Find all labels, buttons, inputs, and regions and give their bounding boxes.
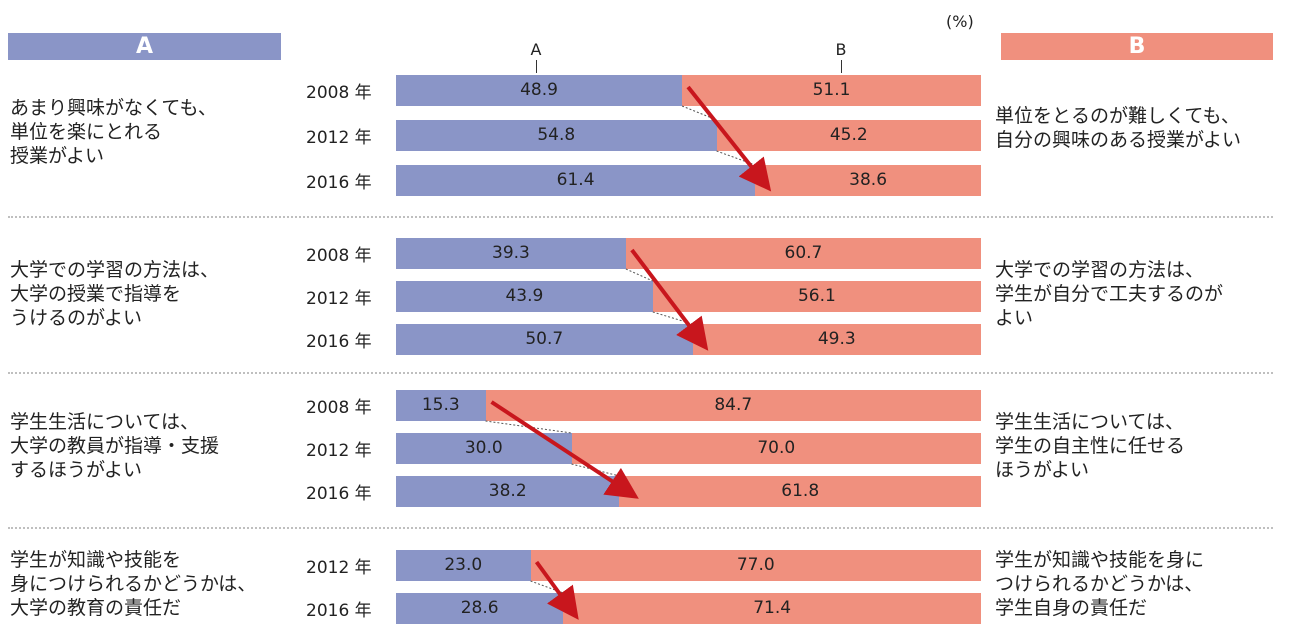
bar-segment-a: 30.0 — [396, 433, 572, 464]
bar-segment-a: 54.8 — [396, 120, 717, 151]
split-connector — [625, 268, 654, 282]
statement-b-line: ほうがよい — [995, 459, 1090, 481]
statement-a-line: うけるのがよい — [10, 307, 143, 329]
bar-segment-b: 51.1 — [682, 75, 981, 106]
bar-segment-a: 28.6 — [396, 593, 564, 624]
trend-arrow — [534, 560, 579, 620]
statement-a-line: 大学の授業で指導を — [10, 283, 182, 305]
axis-label-b: B — [835, 40, 847, 59]
group-separator — [8, 527, 1273, 529]
statement-b: 学生が知識や技能を身に つけられるかどうかは、 学生自身の責任だ — [995, 548, 1204, 620]
bar-segment-b: 70.0 — [571, 433, 981, 464]
year-label: 2012 年 — [306, 289, 372, 309]
axis-tick-b — [841, 60, 842, 73]
statement-a: 学生生活については、 大学の教員が指導・支援 するほうがよい — [10, 410, 219, 482]
statement-a-line: あまり興味がなくても、 — [10, 97, 217, 119]
bar-segment-b: 71.4 — [563, 593, 981, 624]
year-label: 2008 年 — [306, 83, 372, 103]
split-connector — [652, 311, 693, 325]
year-label: 2016 年 — [306, 484, 372, 504]
statement-a-line: 学生生活については、 — [10, 411, 200, 433]
bar-segment-a: 39.3 — [396, 238, 626, 269]
trend-arrow — [686, 85, 772, 192]
statement-b-line: よい — [995, 307, 1034, 329]
statement-b-line: 学生自身の責任だ — [995, 597, 1148, 619]
year-label: 2016 年 — [306, 173, 372, 193]
bar-segment-a: 50.7 — [396, 324, 693, 355]
statement-a: 学生が知識や技能を 身につけられるかどうかは、 大学の教育の責任だ — [10, 548, 256, 620]
statement-a-line: 大学の教員が指導・支援 — [10, 435, 220, 457]
bar-segment-b: 49.3 — [692, 324, 981, 355]
split-connector — [485, 420, 572, 434]
trend-arrow — [630, 248, 709, 351]
bar-segment-a: 43.9 — [396, 281, 653, 312]
bar-segment-b: 45.2 — [716, 120, 981, 151]
bar-segment-a: 48.9 — [396, 75, 683, 106]
statement-a-line: 授業がよい — [10, 145, 105, 167]
group-separator — [8, 372, 1273, 374]
statement-a-line: 大学の教育の責任だ — [10, 597, 182, 619]
year-label: 2016 年 — [306, 332, 372, 352]
statement-b-line: 自分の興味のある授業がよい — [995, 129, 1242, 151]
statement-b-line: 学生が知識や技能を身に — [995, 549, 1205, 571]
bar-segment-b: 77.0 — [530, 550, 981, 581]
statement-b: 学生生活については、 学生の自主性に任せる ほうがよい — [995, 410, 1185, 482]
year-label: 2008 年 — [306, 246, 372, 266]
axis-label-a: A — [530, 40, 542, 59]
statement-a-line: 単位を楽にとれる — [10, 121, 163, 143]
year-label: 2016 年 — [306, 601, 372, 621]
statement-b-line: 学生生活については、 — [995, 411, 1185, 433]
bar-segment-b: 84.7 — [485, 390, 981, 421]
year-label: 2012 年 — [306, 441, 372, 461]
bar-segment-b: 60.7 — [625, 238, 981, 269]
statement-b-line: 学生の自主性に任せる — [995, 435, 1186, 457]
year-label: 2012 年 — [306, 558, 372, 578]
header-a: A — [8, 33, 281, 60]
year-label: 2012 年 — [306, 128, 372, 148]
statement-b-line: つけられるかどうかは、 — [995, 573, 1204, 595]
year-label: 2008 年 — [306, 398, 372, 418]
bar-segment-b: 56.1 — [652, 281, 981, 312]
bar-segment-b: 38.6 — [755, 165, 981, 196]
group-separator — [8, 216, 1273, 218]
statement-a-line: 身につけられるかどうかは、 — [10, 573, 257, 595]
trend-arrow — [490, 400, 639, 499]
statement-a-line: 学生が知識や技能を — [10, 549, 182, 571]
statement-a: あまり興味がなくても、 単位を楽にとれる 授業がよい — [10, 96, 217, 168]
split-connector — [716, 150, 756, 166]
statement-b-line: 大学での学習の方法は、 — [995, 259, 1205, 281]
bar-segment-a: 23.0 — [396, 550, 531, 581]
header-b: B — [1001, 33, 1273, 60]
unit-label: (%) — [946, 12, 974, 31]
statement-b-line: 学生が自分で工夫するのが — [995, 283, 1224, 305]
statement-b-line: 単位をとるのが難しくても、 — [995, 105, 1240, 127]
statement-a-line: 大学での学習の方法は、 — [10, 259, 220, 281]
axis-tick-a — [536, 60, 537, 73]
statement-b: 単位をとるのが難しくても、 自分の興味のある授業がよい — [995, 104, 1241, 152]
statement-a-line: するほうがよい — [10, 459, 143, 481]
bar-segment-a: 15.3 — [396, 390, 486, 421]
bar-segment-b: 61.8 — [619, 476, 981, 507]
bar-segment-a: 38.2 — [396, 476, 620, 507]
statement-b: 大学での学習の方法は、 学生が自分で工夫するのが よい — [995, 258, 1223, 330]
statement-a: 大学での学習の方法は、 大学の授業で指導を うけるのがよい — [10, 258, 219, 330]
bar-segment-a: 61.4 — [396, 165, 756, 196]
